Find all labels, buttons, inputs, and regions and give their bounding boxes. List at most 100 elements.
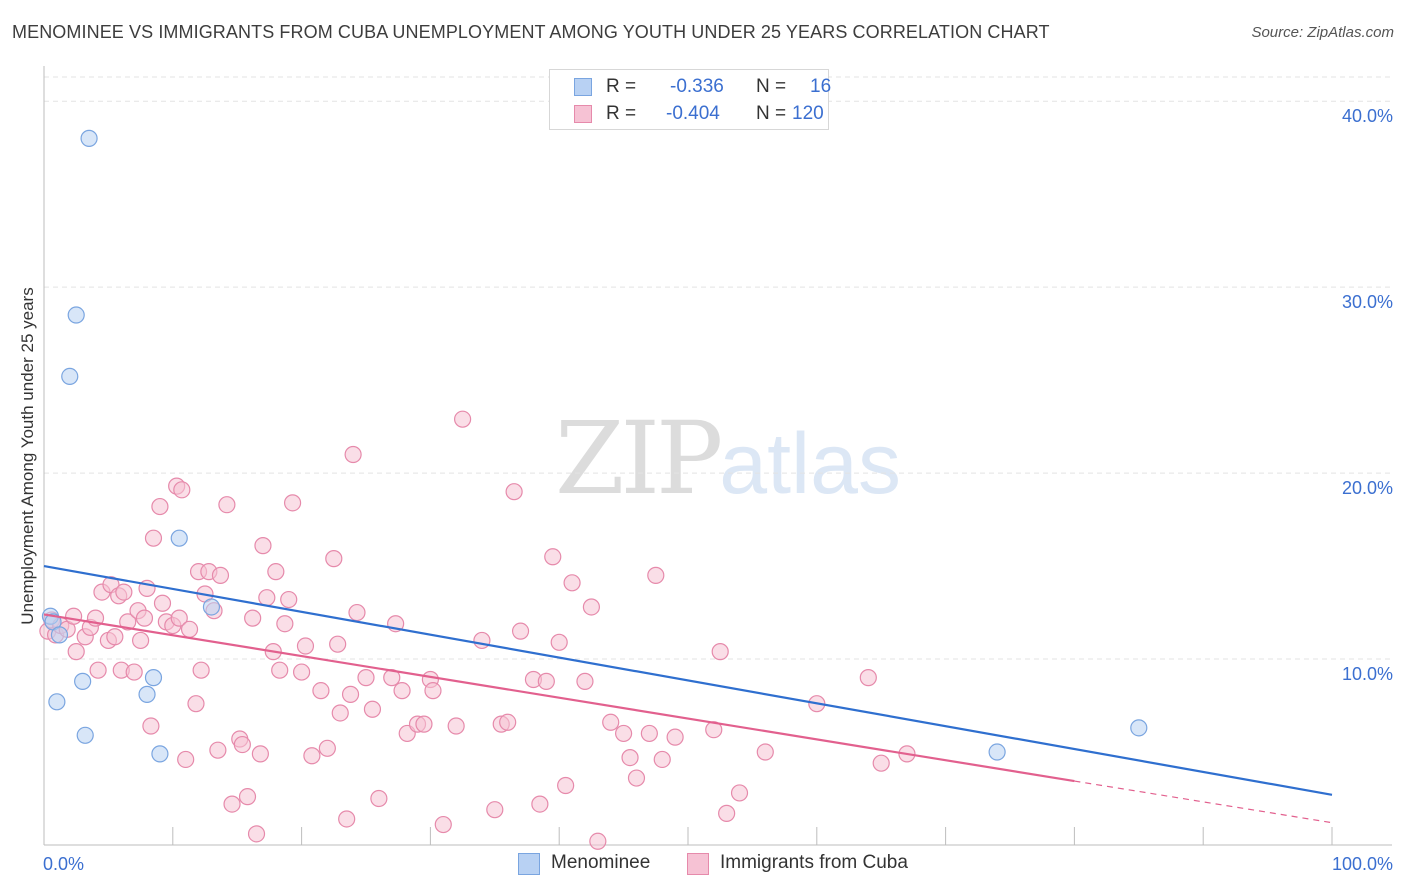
point-cuba xyxy=(473,631,491,650)
y-tick-label: 10.0% xyxy=(1342,664,1393,684)
series-swatch-menominee xyxy=(518,853,540,875)
point-cuba xyxy=(344,445,362,464)
point-menominee xyxy=(1130,719,1148,737)
point-cuba xyxy=(144,529,163,547)
legend-n-label: N = xyxy=(756,76,787,97)
point-cuba xyxy=(511,622,530,640)
point-cuba xyxy=(338,810,356,828)
point-menominee xyxy=(48,693,66,711)
legend-r-value: -0.336 xyxy=(670,76,724,97)
point-cuba xyxy=(119,613,137,631)
point-cuba xyxy=(187,695,205,713)
series-swatch-cuba xyxy=(687,853,709,875)
point-cuba xyxy=(223,795,241,813)
point-cuba xyxy=(499,713,517,731)
point-cuba xyxy=(627,769,646,787)
point-cuba xyxy=(258,589,276,607)
point-menominee xyxy=(151,745,169,763)
point-cuba xyxy=(271,661,289,679)
point-cuba xyxy=(653,750,671,769)
point-cuba xyxy=(363,700,382,718)
stats-legend: R = -0.336 N = 16 R = -0.404 N = 120 xyxy=(549,69,831,130)
point-cuba xyxy=(283,494,302,512)
point-cuba xyxy=(505,483,523,501)
legend-swatch-menominee xyxy=(574,78,592,96)
point-menominee xyxy=(50,626,69,644)
point-cuba xyxy=(357,669,375,687)
legend-r-label: R = xyxy=(606,103,637,124)
point-cuba xyxy=(303,747,321,765)
point-cuba xyxy=(544,548,562,566)
point-cuba xyxy=(415,715,433,733)
point-cuba xyxy=(370,789,388,808)
point-cuba xyxy=(550,633,568,651)
legend-r-value: -0.404 xyxy=(666,103,720,124)
point-menominee xyxy=(988,743,1006,761)
point-cuba xyxy=(531,795,549,813)
point-menominee xyxy=(138,685,156,703)
x-tick-label: 0.0% xyxy=(43,854,84,874)
point-cuba xyxy=(209,741,227,759)
point-cuba xyxy=(711,643,729,661)
point-cuba xyxy=(254,537,272,555)
point-cuba xyxy=(718,804,736,822)
point-cuba xyxy=(312,682,330,700)
point-cuba xyxy=(331,704,349,722)
point-cuba xyxy=(434,815,452,834)
point-cuba xyxy=(666,728,684,746)
point-cuba xyxy=(218,496,236,514)
point-cuba xyxy=(329,635,347,653)
trendline-menominee xyxy=(43,564,1333,796)
point-cuba xyxy=(65,607,83,625)
chart-title: MENOMINEE VS IMMIGRANTS FROM CUBA UNEMPL… xyxy=(12,22,1050,42)
point-menominee xyxy=(67,306,85,324)
point-cuba xyxy=(640,724,658,743)
point-cuba xyxy=(293,663,311,681)
y-axis-title: Unemployment Among Youth under 25 years xyxy=(18,287,37,625)
point-cuba xyxy=(247,825,266,843)
point-cuba xyxy=(238,788,257,806)
point-cuba xyxy=(557,776,575,795)
point-menominee xyxy=(202,598,221,616)
legend-n-value: 120 xyxy=(792,103,824,124)
point-cuba xyxy=(276,615,294,633)
point-menominee xyxy=(170,529,188,547)
point-cuba xyxy=(582,598,601,616)
point-cuba xyxy=(132,631,150,650)
point-cuba xyxy=(280,590,298,609)
trendline-cuba xyxy=(43,613,1075,783)
legend-swatch-cuba xyxy=(574,105,592,123)
y-tick-label: 30.0% xyxy=(1342,292,1393,312)
point-cuba xyxy=(621,749,639,767)
point-cuba xyxy=(173,481,191,499)
point-cuba xyxy=(153,594,172,612)
point-cuba xyxy=(170,609,188,627)
point-cuba xyxy=(296,637,315,655)
point-cuba xyxy=(180,620,199,638)
point-cuba xyxy=(135,609,154,627)
point-cuba xyxy=(537,672,555,690)
series-label-cuba: Immigrants from Cuba xyxy=(720,852,908,873)
point-cuba xyxy=(348,603,366,622)
point-cuba xyxy=(393,682,411,700)
point-menominee xyxy=(80,129,98,147)
point-cuba xyxy=(614,724,633,743)
point-cuba xyxy=(151,497,169,516)
point-cuba xyxy=(563,574,581,592)
point-menominee xyxy=(76,726,94,744)
y-tick-label: 40.0% xyxy=(1342,106,1393,126)
legend-n-label: N = xyxy=(756,103,787,124)
point-cuba xyxy=(647,566,665,584)
point-cuba xyxy=(125,663,143,681)
point-cuba xyxy=(447,717,465,735)
point-cuba xyxy=(233,735,251,754)
point-cuba xyxy=(872,754,890,772)
point-cuba xyxy=(192,661,210,679)
point-cuba xyxy=(67,643,85,661)
point-cuba xyxy=(211,566,230,584)
point-cuba xyxy=(318,739,336,757)
watermark: ZIPatlas xyxy=(555,400,901,517)
point-cuba xyxy=(341,685,360,703)
point-cuba xyxy=(267,563,285,581)
